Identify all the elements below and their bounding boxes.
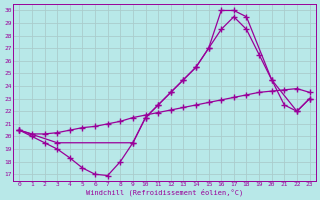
X-axis label: Windchill (Refroidissement éolien,°C): Windchill (Refroidissement éolien,°C) (86, 188, 243, 196)
